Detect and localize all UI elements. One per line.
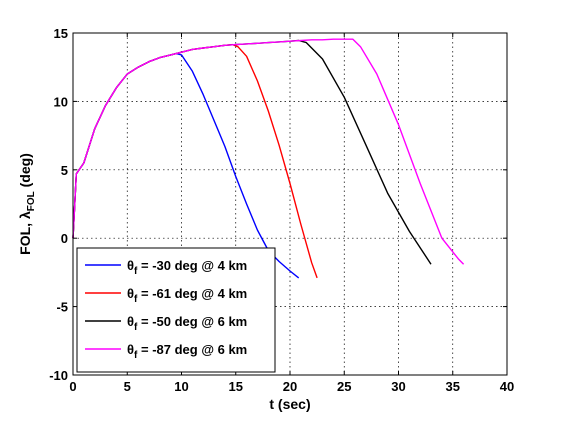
x-tick-label: 0	[69, 379, 76, 394]
x-tick-label: 35	[446, 379, 460, 394]
legend-rest: = -61 deg @ 4 km	[137, 286, 247, 301]
legend-label-1: θf = -30 deg @ 4 km	[127, 258, 247, 277]
grid	[73, 33, 507, 375]
series-line-4	[72, 38, 465, 265]
x-tick-label: 25	[337, 379, 351, 394]
x-axis-label: t (sec)	[269, 396, 310, 412]
legend-theta-sub: f	[134, 266, 138, 277]
ticks	[72, 32, 508, 376]
x-tick-label: 10	[174, 379, 188, 394]
legend-rest: = -87 deg @ 6 km	[137, 342, 247, 357]
x-tick-label: 15	[229, 379, 243, 394]
y-tick-label: 15	[54, 26, 68, 41]
tick-labels: 0 5 10 15 20 25 30 35 40 -10 -5 0 5 10 15	[49, 26, 514, 394]
legend-theta: θ	[127, 258, 134, 273]
y-tick-label: -5	[56, 300, 68, 315]
legend-theta-sub: f	[134, 322, 138, 333]
legend-rest: = -50 deg @ 6 km	[137, 314, 247, 329]
x-tick-label: 40	[500, 379, 514, 394]
y-tick-label: 5	[61, 163, 68, 178]
legend-theta: θ	[127, 286, 134, 301]
y-axis-label-suffix: (deg)	[17, 153, 33, 191]
series-group	[72, 38, 465, 279]
legend-theta-sub: f	[134, 294, 138, 305]
legend-rest: = -30 deg @ 4 km	[137, 258, 247, 273]
legend-label-3: θf = -50 deg @ 6 km	[127, 314, 247, 333]
x-tick-label: 5	[124, 379, 131, 394]
y-axis-label-sub: FOL	[26, 191, 37, 211]
legend-theta: θ	[127, 314, 134, 329]
x-tick-label: 30	[391, 379, 405, 394]
legend-label-4: θf = -87 deg @ 6 km	[127, 342, 247, 361]
legend-label-2: θf = -61 deg @ 4 km	[127, 286, 247, 305]
y-tick-label: 10	[54, 94, 68, 109]
legend-box	[76, 247, 276, 373]
y-tick-label: 0	[61, 231, 68, 246]
y-tick-label: -10	[49, 368, 68, 383]
y-axis-label-main: FOL, λ	[17, 211, 33, 255]
x-tick-label: 20	[283, 379, 297, 394]
legend-theta-sub: f	[134, 350, 138, 361]
y-axis-label: FOL, λFOL (deg)	[17, 153, 37, 255]
legend-theta: θ	[127, 342, 134, 357]
